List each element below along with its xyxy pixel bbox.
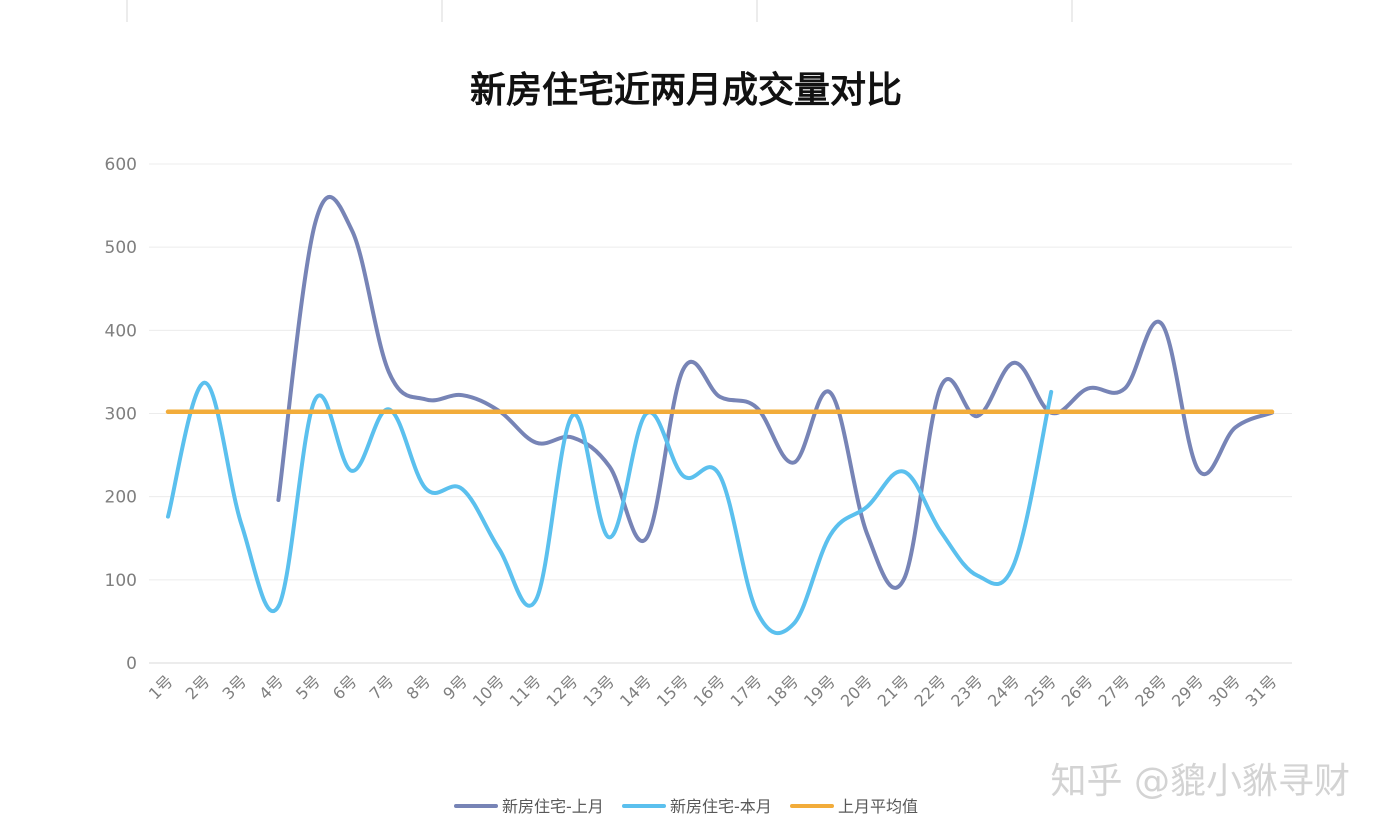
x-tick-label: 20号 — [837, 671, 876, 710]
series-lines — [165, 195, 1275, 636]
x-tick-label: 14号 — [616, 671, 655, 710]
x-tick-label: 13号 — [579, 671, 618, 710]
x-tick-label: 24号 — [984, 671, 1023, 710]
x-tick-label: 17号 — [726, 671, 765, 710]
x-tick-label: 21号 — [874, 671, 913, 710]
y-tick-label: 600 — [105, 155, 137, 175]
series-line — [276, 195, 1274, 590]
x-tick-label: 27号 — [1094, 671, 1133, 710]
y-axis-ticks: 0 100 200 300 400 500 600 — [105, 155, 137, 674]
x-tick-label: 5号 — [292, 671, 324, 703]
y-tick-label: 0 — [126, 654, 137, 674]
chart-title: 新房住宅近两月成交量对比 — [470, 69, 902, 111]
series-line — [166, 380, 1054, 636]
y-tick-label: 400 — [105, 321, 137, 341]
y-tick-label: 100 — [105, 571, 137, 591]
legend: 新房住宅-上月 新房住宅-本月 上月平均值 — [454, 797, 918, 816]
x-tick-label: 30号 — [1205, 671, 1244, 710]
x-tick-label: 7号 — [366, 671, 398, 703]
x-tick-label: 16号 — [690, 671, 729, 710]
x-tick-label: 29号 — [1168, 671, 1207, 710]
x-tick-label: 18号 — [763, 671, 802, 710]
x-tick-label: 4号 — [255, 671, 287, 703]
x-axis-ticks: 1号 2号 3号 4号 5号 6号 7号 8号 9号10号11号12号13号14号15号16号1… — [145, 671, 1281, 710]
x-tick-label: 8号 — [402, 671, 434, 703]
legend-label: 新房住宅-本月 — [670, 797, 772, 816]
top-separators — [126, 0, 1073, 22]
x-tick-label: 11号 — [506, 671, 545, 710]
legend-item: 新房住宅-本月 — [622, 797, 772, 816]
x-tick-label: 19号 — [800, 671, 839, 710]
x-tick-label: 10号 — [469, 671, 508, 710]
legend-item: 新房住宅-上月 — [454, 797, 604, 816]
legend-label: 新房住宅-上月 — [502, 797, 604, 816]
x-tick-label: 28号 — [1131, 671, 1170, 710]
watermark: 知乎 @貔小貅寻财 — [1051, 761, 1350, 802]
x-tick-label: 23号 — [947, 671, 986, 710]
x-tick-label: 25号 — [1021, 671, 1060, 710]
x-tick-label: 15号 — [653, 671, 692, 710]
y-tick-label: 300 — [105, 405, 137, 425]
legend-item: 上月平均值 — [790, 797, 918, 816]
x-tick-label: 6号 — [329, 671, 361, 703]
grid — [149, 163, 1292, 664]
y-tick-label: 200 — [105, 488, 137, 508]
x-tick-label: 22号 — [910, 671, 949, 710]
x-tick-label: 26号 — [1058, 671, 1097, 710]
legend-label: 上月平均值 — [838, 797, 918, 816]
x-tick-label: 2号 — [182, 671, 214, 703]
x-tick-label: 3号 — [218, 671, 250, 703]
x-tick-label: 12号 — [542, 671, 581, 710]
x-tick-label: 31号 — [1242, 671, 1281, 710]
y-tick-label: 500 — [105, 238, 137, 258]
x-tick-label: 1号 — [145, 671, 177, 703]
x-tick-label: 9号 — [439, 671, 471, 703]
